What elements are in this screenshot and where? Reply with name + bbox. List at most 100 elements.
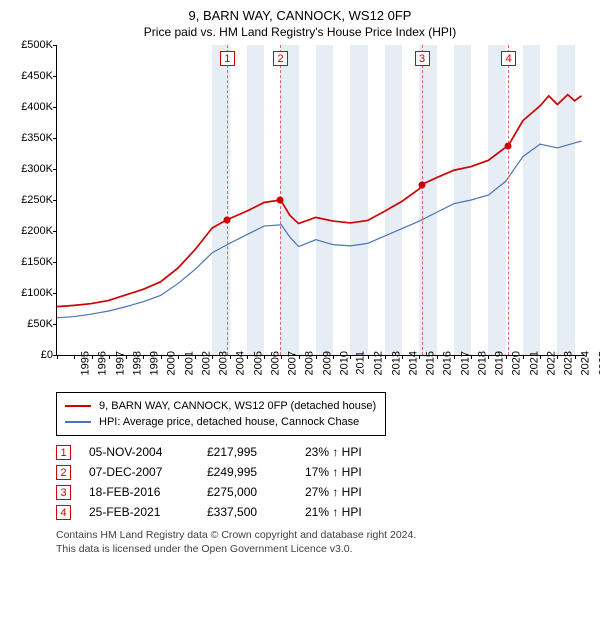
y-tick-label: £400K — [11, 101, 53, 113]
series-price_paid — [57, 95, 582, 307]
x-tick — [402, 355, 403, 359]
table-row: 4 25-FEB-2021 £337,500 21% ↑ HPI — [56, 502, 588, 522]
row-date: 25-FEB-2021 — [89, 502, 189, 522]
y-tick — [53, 138, 57, 139]
y-tick-label: £350K — [11, 132, 53, 144]
marker-line — [422, 45, 423, 355]
x-tick-label: 2014 — [407, 351, 419, 375]
y-tick — [53, 200, 57, 201]
y-tick — [53, 45, 57, 46]
row-hpi: 23% ↑ HPI — [305, 442, 385, 462]
y-tick-label: £300K — [11, 163, 53, 175]
row-hpi: 27% ↑ HPI — [305, 482, 385, 502]
y-tick-label: £50K — [11, 318, 53, 330]
y-tick-label: £200K — [11, 225, 53, 237]
x-tick — [557, 355, 558, 359]
x-tick — [419, 355, 420, 359]
x-tick — [92, 355, 93, 359]
y-tick-label: £450K — [11, 70, 53, 82]
x-tick — [57, 355, 58, 359]
x-tick-label: 2017 — [459, 351, 471, 375]
row-price: £249,995 — [207, 462, 287, 482]
x-tick-label: 1999 — [149, 351, 161, 375]
x-tick-label: 2015 — [425, 351, 437, 375]
legend-swatch — [65, 405, 91, 407]
footer-line-1: Contains HM Land Registry data © Crown c… — [56, 528, 588, 542]
x-tick-label: 2008 — [304, 351, 316, 375]
row-price: £217,995 — [207, 442, 287, 462]
y-tick — [53, 107, 57, 108]
row-badge: 4 — [56, 505, 71, 520]
x-tick — [299, 355, 300, 359]
legend-swatch — [65, 421, 91, 423]
x-tick — [454, 355, 455, 359]
marker-point — [505, 142, 512, 149]
x-tick — [247, 355, 248, 359]
x-tick-label: 2004 — [235, 351, 247, 375]
row-hpi: 17% ↑ HPI — [305, 462, 385, 482]
legend-item: HPI: Average price, detached house, Cann… — [65, 414, 377, 430]
legend-label: 9, BARN WAY, CANNOCK, WS12 0FP (detached… — [99, 398, 376, 414]
x-tick-label: 2020 — [511, 351, 523, 375]
legend-item: 9, BARN WAY, CANNOCK, WS12 0FP (detached… — [65, 398, 377, 414]
y-tick — [53, 76, 57, 77]
y-tick-label: £150K — [11, 256, 53, 268]
transactions-table: 105-NOV-2004£217,99523% ↑ HPI207-DEC-200… — [56, 442, 588, 522]
marker-point — [418, 181, 425, 188]
y-tick — [53, 324, 57, 325]
x-tick-label: 1997 — [114, 351, 126, 375]
x-tick — [178, 355, 179, 359]
x-tick — [488, 355, 489, 359]
row-price: £337,500 — [207, 502, 287, 522]
x-tick — [109, 355, 110, 359]
y-tick-label: £0 — [11, 349, 53, 361]
x-tick-label: 1996 — [97, 351, 109, 375]
x-tick-label: 1995 — [79, 351, 91, 375]
x-tick-label: 2000 — [166, 351, 178, 375]
row-hpi: 21% ↑ HPI — [305, 502, 385, 522]
x-tick — [126, 355, 127, 359]
x-tick — [523, 355, 524, 359]
x-tick — [230, 355, 231, 359]
marker-line — [227, 45, 228, 355]
x-tick — [195, 355, 196, 359]
x-tick — [368, 355, 369, 359]
x-tick — [350, 355, 351, 359]
x-tick — [471, 355, 472, 359]
x-tick — [385, 355, 386, 359]
x-tick-label: 2018 — [476, 351, 488, 375]
marker-badge: 2 — [273, 51, 288, 66]
x-tick-label: 2021 — [528, 351, 540, 375]
x-tick — [212, 355, 213, 359]
x-tick — [143, 355, 144, 359]
x-tick-label: 2005 — [252, 351, 264, 375]
x-tick — [316, 355, 317, 359]
row-date: 05-NOV-2004 — [89, 442, 189, 462]
y-tick-label: £250K — [11, 194, 53, 206]
x-tick-label: 2023 — [563, 351, 575, 375]
table-row: 105-NOV-2004£217,99523% ↑ HPI — [56, 442, 588, 462]
x-tick-label: 2001 — [183, 351, 195, 375]
chart-area: £0£50K£100K£150K£200K£250K£300K£350K£400… — [56, 45, 580, 356]
row-date: 18-FEB-2016 — [89, 482, 189, 502]
x-tick-label: 2007 — [287, 351, 299, 375]
x-tick-label: 2016 — [442, 351, 454, 375]
x-tick — [506, 355, 507, 359]
y-tick — [53, 293, 57, 294]
marker-badge: 3 — [415, 51, 430, 66]
x-tick — [264, 355, 265, 359]
x-tick — [575, 355, 576, 359]
row-date: 07-DEC-2007 — [89, 462, 189, 482]
table-row: 207-DEC-2007£249,99517% ↑ HPI — [56, 462, 588, 482]
marker-line — [508, 45, 509, 355]
x-tick-label: 2024 — [580, 351, 592, 375]
page-title: 9, BARN WAY, CANNOCK, WS12 0FP — [12, 8, 588, 23]
x-tick-label: 2013 — [390, 351, 402, 375]
y-tick-label: £500K — [11, 39, 53, 51]
x-tick — [161, 355, 162, 359]
x-tick — [437, 355, 438, 359]
x-tick — [540, 355, 541, 359]
x-tick — [281, 355, 282, 359]
x-tick — [74, 355, 75, 359]
y-tick — [53, 262, 57, 263]
